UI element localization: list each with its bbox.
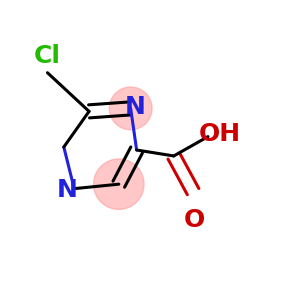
Circle shape <box>109 87 152 130</box>
Text: O: O <box>184 208 205 232</box>
Text: OH: OH <box>199 122 241 146</box>
Circle shape <box>94 159 144 209</box>
Text: Cl: Cl <box>34 44 61 68</box>
Text: N: N <box>125 95 146 119</box>
Text: N: N <box>56 178 77 202</box>
